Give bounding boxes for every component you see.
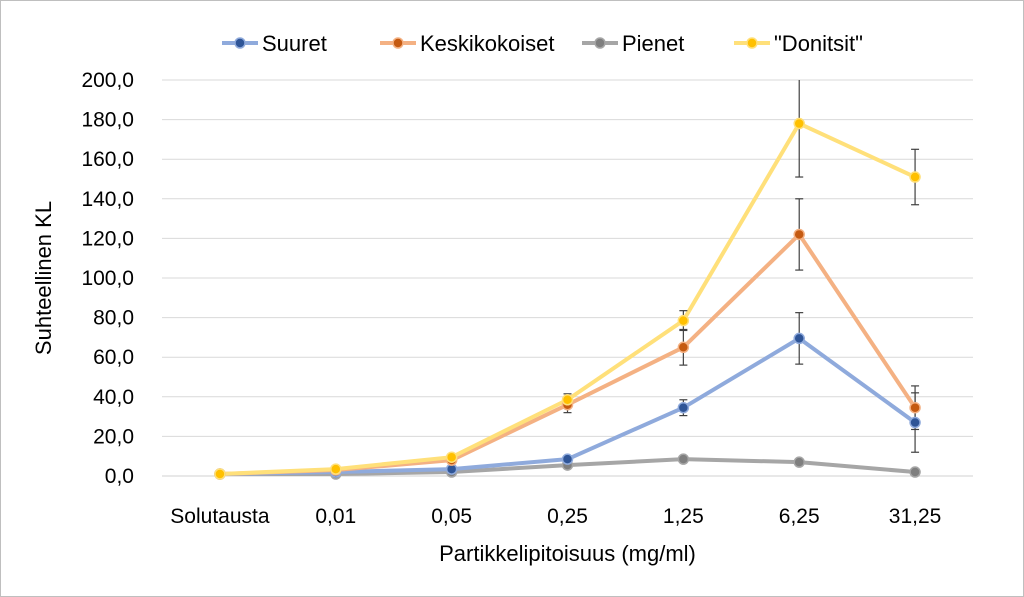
series-line (217, 232, 918, 477)
y-tick-label: 100,0 (81, 267, 134, 290)
data-point (793, 117, 805, 130)
data-point (793, 456, 805, 468)
data-point (561, 394, 574, 406)
x-tick-label: 0,01 (315, 505, 356, 528)
legend-label: Keskikokoiset (420, 31, 555, 56)
y-tick-label: 0,0 (105, 465, 134, 488)
x-tick-labels: Solutausta 0,01 0,05 0,25 1,25 6,25 31,25 (170, 505, 941, 528)
data-point (909, 416, 921, 429)
x-tick-label: 31,25 (889, 505, 942, 528)
legend-label: "Donitsit" (774, 31, 863, 56)
data-point (909, 171, 921, 183)
legend-marker (746, 37, 758, 49)
series-layer (214, 80, 921, 480)
data-point (909, 401, 921, 414)
data-point (677, 314, 690, 327)
series-line (217, 121, 918, 477)
legend-marker (594, 37, 606, 49)
y-tick-label: 40,0 (93, 386, 134, 409)
legend-marker (234, 37, 246, 49)
data-point (677, 453, 690, 465)
data-point (677, 401, 690, 414)
x-tick-label: 0,25 (547, 505, 588, 528)
y-axis-title: Suhteellinen KL (31, 201, 56, 355)
data-point (793, 332, 805, 345)
legend: Suuret Keskikokoiset Pienet "Donitsit" (222, 31, 863, 56)
x-tick-label: 1,25 (663, 505, 704, 528)
x-tick-label: Solutausta (170, 505, 270, 528)
y-tick-label: 180,0 (81, 109, 134, 132)
legend-label: Pienet (622, 31, 684, 56)
y-tick-label: 120,0 (81, 227, 134, 250)
legend-marker (392, 37, 404, 49)
y-tick-label: 140,0 (81, 188, 134, 211)
data-point (909, 466, 921, 478)
y-tick-label: 60,0 (93, 346, 134, 369)
grid-lines (162, 79, 973, 477)
data-point (330, 463, 342, 475)
y-tick-label: 20,0 (93, 425, 134, 448)
y-tick-label: 200,0 (81, 69, 134, 92)
x-axis-title: Partikkelipitoisuus (mg/ml) (439, 541, 696, 566)
data-point (793, 228, 805, 241)
data-point (561, 453, 574, 465)
data-point (445, 451, 458, 463)
y-tick-label: 160,0 (81, 148, 134, 171)
x-tick-label: 0,05 (431, 505, 472, 528)
y-tick-labels: 0,0 20,0 40,0 60,0 80,0 100,0 120,0 140,0 160,0 1… (81, 69, 134, 488)
data-point (677, 341, 690, 354)
data-point (214, 468, 226, 480)
x-tick-label: 6,25 (779, 505, 820, 528)
legend-label: Suuret (262, 31, 327, 56)
y-tick-label: 80,0 (93, 307, 134, 330)
